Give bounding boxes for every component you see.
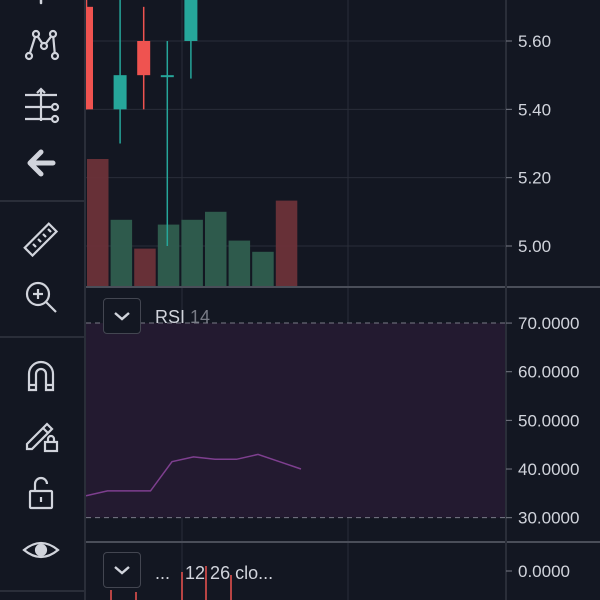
rsi-axis-label: 60.0000 — [518, 363, 579, 382]
toolbar-separator — [0, 590, 84, 592]
rsi-collapse-button[interactable] — [103, 298, 141, 334]
chart-area[interactable]: 5.60 5.40 5.20 5.00 70.0000 60.0000 50.0000 40.… — [86, 0, 600, 600]
measure-tool-icon[interactable] — [18, 82, 64, 128]
candle-body — [184, 0, 198, 41]
rsi-axis-label: 70.0000 — [518, 314, 579, 333]
macd-pane[interactable] — [110, 566, 232, 600]
chevron-down-icon — [114, 566, 130, 575]
macd-legend-params: 12 26 clo... — [185, 563, 274, 583]
zoom-in-icon[interactable] — [18, 274, 64, 320]
candle-body — [160, 75, 174, 78]
volume-bar — [205, 211, 227, 287]
toolbar-separator — [0, 336, 84, 338]
volume-bar — [252, 251, 274, 287]
volume-bar — [134, 248, 156, 287]
volume-bar — [157, 224, 180, 287]
pattern-tool-icon[interactable] — [18, 23, 64, 69]
price-axis-label: 5.20 — [518, 169, 551, 188]
macd-legend: ... 12 26 clo... — [155, 563, 273, 584]
rsi-legend: RSI 14 — [155, 307, 210, 328]
rsi-legend-name: RSI — [155, 307, 186, 327]
rsi-background-band — [86, 323, 506, 518]
rsi-pane[interactable] — [86, 322, 600, 543]
rsi-legend-param: 14 — [190, 307, 211, 327]
drawing-toolbar — [0, 0, 86, 600]
volume-bar — [228, 240, 251, 287]
price-axis-label: 5.40 — [518, 100, 551, 119]
volume-bar — [275, 200, 298, 287]
unlock-icon[interactable] — [18, 470, 64, 516]
rsi-line — [86, 453, 302, 497]
magnet-icon[interactable] — [18, 353, 64, 399]
lock-drawings-icon[interactable] — [18, 411, 64, 457]
candle-body — [113, 75, 127, 110]
macd-axis-label: 0.0000 — [518, 562, 570, 581]
back-arrow-icon[interactable] — [18, 140, 64, 186]
price-axis-label: 5.60 — [518, 32, 551, 51]
toolbar-separator — [0, 200, 84, 202]
rsi-axis-label: 40.0000 — [518, 460, 579, 479]
rsi-axis-label: 30.0000 — [518, 509, 579, 528]
eye-icon[interactable] — [18, 527, 64, 573]
text-tool-icon[interactable] — [18, 0, 64, 24]
volume-bar — [181, 219, 203, 287]
candle-body — [137, 41, 151, 76]
candle-body — [86, 6, 93, 110]
volume-bar — [87, 159, 109, 287]
price-pane[interactable] — [86, 0, 600, 288]
price-axis-label: 5.00 — [518, 237, 551, 256]
volume-bar — [110, 219, 133, 287]
price-axis[interactable]: 5.60 5.40 5.20 5.00 70.0000 60.0000 50.0000 40.… — [505, 0, 579, 600]
chart-canvas[interactable]: 5.60 5.40 5.20 5.00 70.0000 60.0000 50.0000 40.… — [86, 0, 600, 600]
ruler-icon[interactable] — [18, 217, 64, 263]
macd-collapse-button[interactable] — [103, 552, 141, 588]
rsi-axis-label: 50.0000 — [518, 411, 579, 430]
macd-legend-dots: ... — [155, 563, 171, 583]
chevron-down-icon — [114, 312, 130, 321]
